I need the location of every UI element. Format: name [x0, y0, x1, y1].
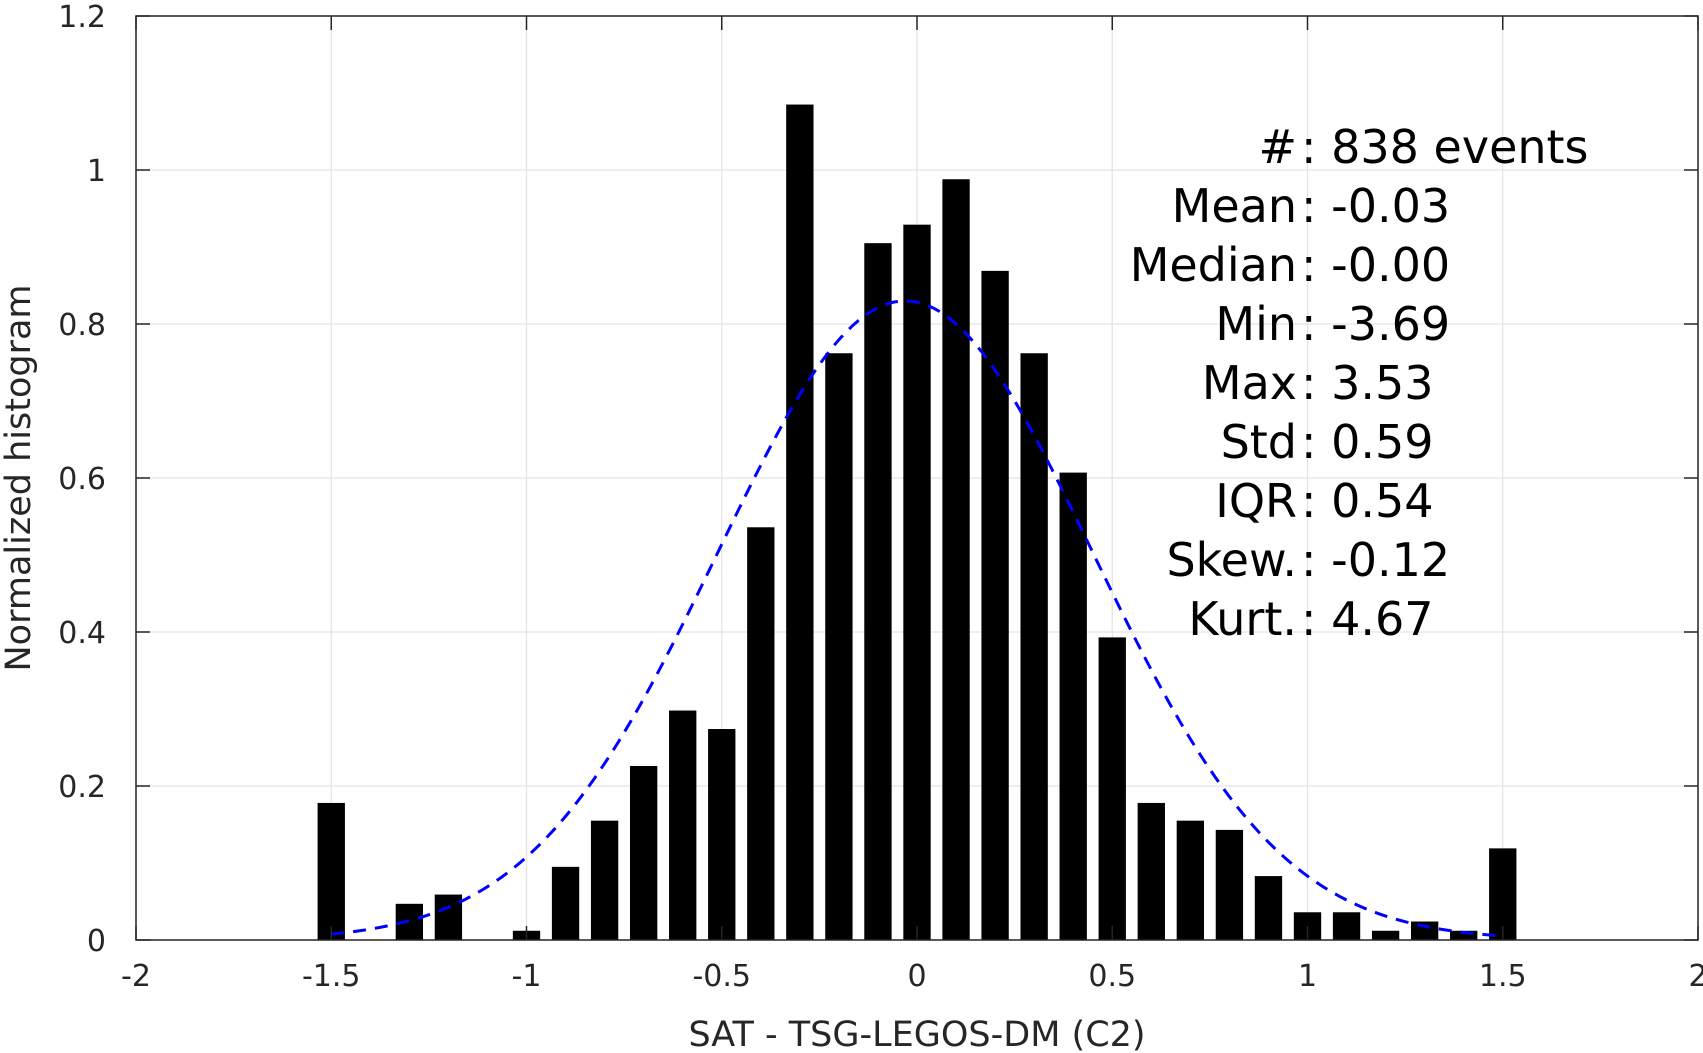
- x-tick-label: 1: [1298, 959, 1317, 994]
- x-tick-label: 0.5: [1088, 959, 1136, 994]
- x-tick-label: 1.5: [1479, 959, 1527, 994]
- histogram-bar: [708, 729, 736, 940]
- axis-ticks: [135, 15, 1699, 941]
- histogram-bar: [1332, 912, 1361, 940]
- histogram-bar: [434, 894, 463, 940]
- stat-label: Max: [1202, 356, 1297, 410]
- stat-label: Kurt.: [1188, 592, 1297, 646]
- y-tick-label: 0.6: [58, 462, 106, 497]
- histogram-bar: [1098, 637, 1126, 940]
- stat-value: : -0.03: [1301, 179, 1450, 233]
- x-tick-labels: -2 -1.5 -1 -0.5 0 0.5 1 1.5 2: [121, 959, 1703, 994]
- stat-value: : 0.54: [1301, 474, 1434, 528]
- histogram-bar: [1176, 820, 1205, 940]
- histogram-bar: [1215, 829, 1244, 940]
- histogram-bar: [1410, 921, 1439, 940]
- stat-value: : 838 events: [1301, 120, 1589, 174]
- stat-value: : -3.69: [1301, 297, 1450, 351]
- x-tick-label: -1.5: [302, 959, 361, 994]
- stat-label: #: [1258, 120, 1297, 174]
- stat-label: Skew.: [1166, 533, 1297, 587]
- stat-label: Mean: [1172, 179, 1297, 233]
- histogram-bar: [669, 710, 697, 940]
- stat-value: : -0.00: [1301, 238, 1450, 292]
- stat-label: Std: [1221, 415, 1297, 469]
- histogram-bar: [825, 353, 853, 940]
- stat-value: : 4.67: [1301, 592, 1434, 646]
- x-tick-label: -1: [512, 959, 542, 994]
- histogram-bar: [942, 179, 970, 941]
- histogram-bar: [903, 224, 931, 941]
- histogram-bars: [317, 104, 1517, 941]
- x-tick-label: 2: [1688, 959, 1703, 994]
- gaussian-fit-curve: [331, 299, 1503, 938]
- y-tick-label: 0.4: [58, 616, 106, 651]
- x-tick-label: 0: [907, 959, 926, 994]
- histogram-bar: [1137, 802, 1165, 940]
- y-tick-label: 0.2: [58, 770, 106, 805]
- stat-label: Min: [1215, 297, 1297, 351]
- stat-value: : -0.12: [1301, 533, 1450, 587]
- x-axis-title: SAT - TSG-LEGOS-DM (C2): [688, 1015, 1145, 1053]
- histogram-bar: [551, 866, 580, 940]
- y-tick-label: 1: [87, 154, 106, 189]
- histogram-bar: [981, 270, 1009, 940]
- histogram-bar: [786, 104, 814, 941]
- histogram-bar: [1371, 930, 1400, 940]
- stat-label: Median: [1130, 238, 1297, 292]
- histogram-bar: [629, 765, 658, 940]
- y-tick-labels: 0 0.2 0.4 0.6 0.8 1 1.2: [58, 0, 106, 959]
- x-tick-label: -2: [121, 959, 151, 994]
- stat-value: : 3.53: [1301, 356, 1434, 410]
- stat-label: IQR: [1215, 474, 1297, 528]
- y-axis-title: Normalized histogram: [0, 284, 39, 671]
- histogram-bar: [317, 802, 345, 940]
- histogram-bar: [1489, 848, 1517, 940]
- y-tick-label: 0.8: [58, 308, 106, 343]
- histogram-bar: [1020, 353, 1048, 940]
- x-tick-label: -0.5: [692, 959, 751, 994]
- histogram-bar: [747, 527, 775, 940]
- histogram-bar: [1450, 930, 1478, 940]
- y-tick-label: 1.2: [58, 0, 106, 35]
- histogram-bar: [1059, 472, 1087, 940]
- y-tick-label: 0: [87, 924, 106, 959]
- histogram-bar: [590, 820, 619, 940]
- stat-value: : 0.59: [1301, 415, 1434, 469]
- histogram-bar: [864, 243, 892, 940]
- histogram-bar: [1254, 876, 1283, 940]
